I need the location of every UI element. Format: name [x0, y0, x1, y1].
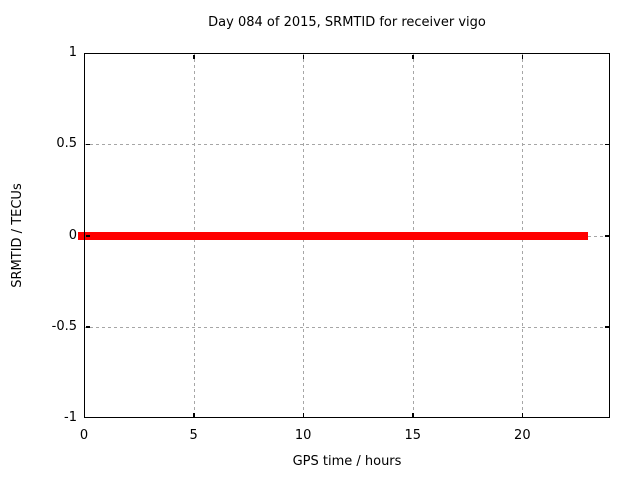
x-tick-bottom-15 [412, 412, 414, 417]
x-tick-top-15 [412, 54, 414, 59]
y-tick-left--0.5 [85, 326, 90, 328]
x-tick-bottom-20 [521, 412, 524, 417]
y-tick-right--0.5 [604, 326, 609, 328]
y-tick-label--0.5: -0.5 [51, 318, 77, 334]
y-tick-label-1: 1 [68, 45, 77, 60]
y-tick-label-0: 0 [68, 227, 77, 243]
x-tick-top-20 [521, 54, 524, 59]
gridline-y-0.5 [84, 144, 610, 146]
x-tick-bottom-5 [193, 412, 195, 417]
series-line-srmtid [78, 231, 589, 240]
x-tick-label-20: 20 [514, 428, 531, 443]
x-tick-top-5 [193, 54, 195, 59]
y-tick-label-0.5: 0.5 [56, 136, 77, 152]
y-tick-left-0.5 [85, 143, 90, 146]
chart-title: Day 084 of 2015, SRMTID for receiver vig… [208, 15, 486, 30]
x-tick-bottom-10 [302, 412, 305, 417]
x-tick-label-5: 5 [189, 428, 198, 443]
y-tick-right-0.5 [604, 143, 609, 146]
y-tick-right-0 [604, 235, 609, 237]
x-tick-top-10 [302, 54, 305, 59]
x-tick-label-0: 0 [79, 428, 89, 443]
x-tick-label-15: 15 [404, 428, 422, 443]
y-tick-left-0 [85, 235, 90, 237]
y-tick-label--1: -1 [64, 410, 77, 425]
x-axis-label: GPS time / hours [292, 454, 402, 469]
gridline-y--0.5 [84, 326, 610, 328]
x-tick-label-10: 10 [294, 428, 312, 443]
